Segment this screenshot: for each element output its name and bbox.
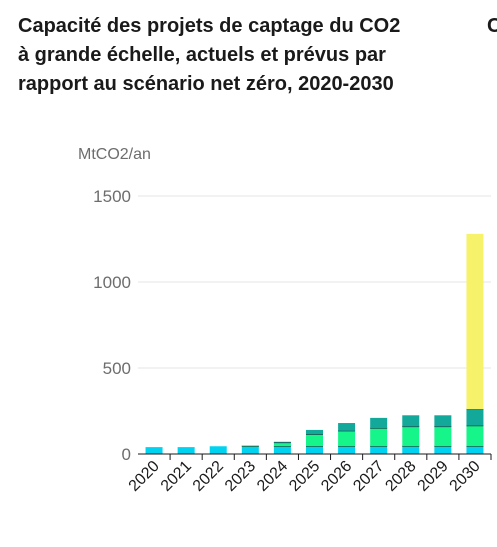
chart-title: Capacité des projets de captage du CO2 à… bbox=[18, 12, 428, 99]
bar-segment-2027-series-1 bbox=[370, 446, 388, 454]
bar-segment-2028-series-3 bbox=[402, 415, 420, 427]
bar-segment-2029-series-3 bbox=[434, 415, 452, 427]
x-tick-label-2020: 2020 bbox=[126, 458, 163, 495]
chart-title-line-2: à grande échelle, actuels et prévus par bbox=[18, 44, 386, 66]
bar-segment-2025-series-3 bbox=[306, 429, 323, 435]
x-tick-label-2021: 2021 bbox=[158, 458, 195, 495]
x-tick-label-2029: 2029 bbox=[415, 458, 452, 495]
x-tick-label-2023: 2023 bbox=[222, 458, 259, 495]
adjacent-chart-title-fragment: C bbox=[487, 15, 497, 37]
bar-segment-2030-series-3 bbox=[466, 409, 484, 426]
x-tick-label-2026: 2026 bbox=[318, 458, 355, 495]
x-tick-label-2030: 2030 bbox=[447, 458, 484, 495]
bar-segment-2020-series-1 bbox=[145, 447, 163, 454]
bar-segment-2026-series-1 bbox=[338, 446, 356, 454]
bar-segment-2024-series-1 bbox=[273, 446, 291, 454]
x-tick-label-2025: 2025 bbox=[286, 458, 323, 495]
x-tick-label-2028: 2028 bbox=[382, 458, 419, 495]
chart-title-line-3: rapport au scénario net zéro, 2020-2030 bbox=[18, 73, 394, 95]
y-tick-label: 500 bbox=[103, 359, 131, 378]
x-tick-label-2027: 2027 bbox=[350, 458, 387, 495]
bar-segment-2023-series-2 bbox=[241, 445, 259, 447]
bar-segment-2028-series-1 bbox=[402, 446, 420, 454]
bar-segment-2021-series-1 bbox=[177, 447, 195, 454]
y-tick-label: 1500 bbox=[93, 187, 131, 206]
chart-title-line-1: Capacité des projets de captage du CO2 bbox=[18, 15, 401, 37]
bar-segment-2030-series-2 bbox=[466, 425, 484, 447]
bar-segment-2027-series-2 bbox=[370, 428, 388, 447]
bar-segment-2024-series-3 bbox=[273, 441, 291, 443]
y-tick-label: 1000 bbox=[93, 273, 131, 292]
bar-segment-2026-series-3 bbox=[338, 423, 356, 431]
bar-segment-2026-series-2 bbox=[338, 430, 356, 447]
bar-segment-2030-series-1 bbox=[466, 446, 484, 454]
y-tick-label: 0 bbox=[122, 445, 131, 464]
bar-segment-2023-series-1 bbox=[241, 446, 259, 454]
x-tick-label-2022: 2022 bbox=[190, 458, 227, 495]
bar-segment-2025-series-2 bbox=[306, 434, 323, 447]
bar-segment-2027-series-3 bbox=[370, 417, 388, 429]
bar-segment-2028-series-2 bbox=[402, 426, 420, 447]
bar-segment-2025-series-1 bbox=[306, 446, 323, 454]
y-axis-unit-label: MtCO2/an bbox=[78, 146, 151, 163]
bar-segment-2024-series-2 bbox=[273, 442, 291, 447]
bar-segment-2029-series-2 bbox=[434, 426, 452, 447]
bar-segment-2029-series-1 bbox=[434, 446, 452, 454]
x-tick-label-2024: 2024 bbox=[254, 458, 291, 495]
bar-segment-2030-series-4 bbox=[466, 233, 484, 410]
bar-segment-2022-series-1 bbox=[209, 446, 227, 454]
